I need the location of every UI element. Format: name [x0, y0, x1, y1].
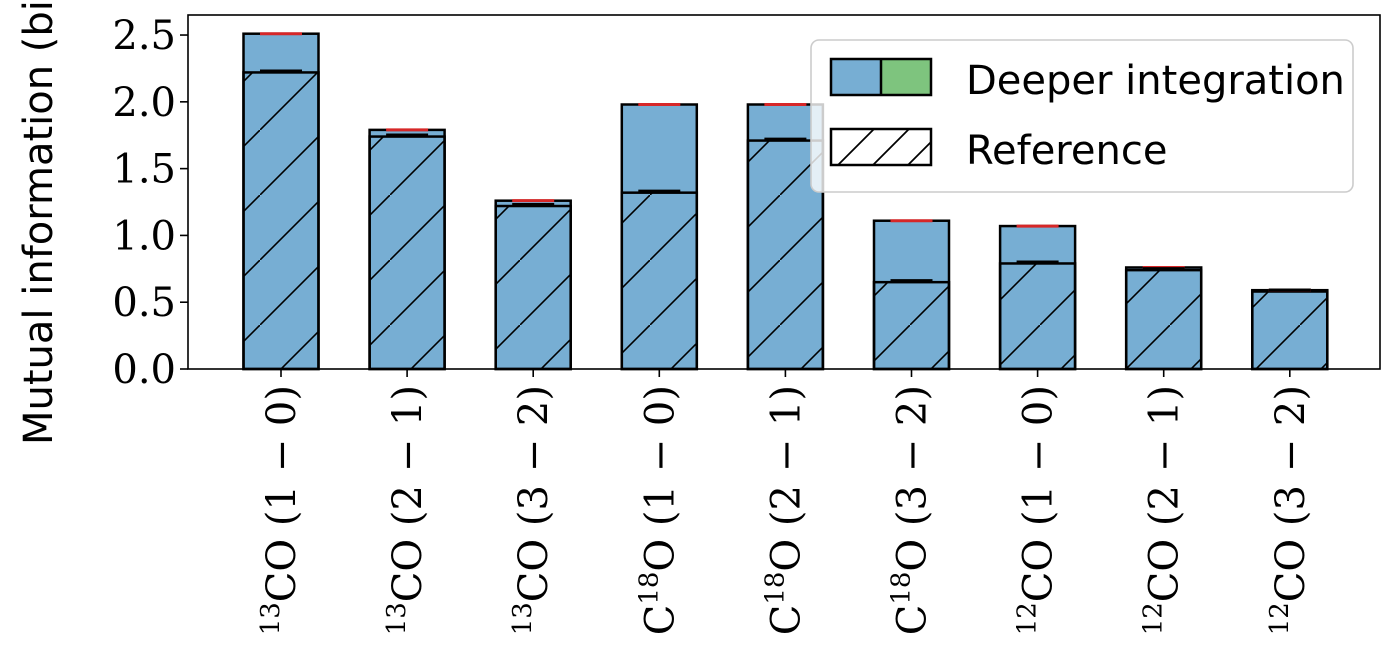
x-tick-label: 12CO (2 − 1)	[1139, 385, 1188, 635]
legend-swatch-deeper-blue	[831, 59, 881, 95]
legend-swatch-reference	[829, 127, 933, 167]
plot-frame	[187, 14, 1381, 370]
legend-hatch-line	[907, 141, 932, 166]
x-tick-label: C18O (3 − 2)	[887, 385, 936, 635]
axes-layer: 0.0 0.5 1.0 1.5 2.0 2.5 13CO (1 − 0) 13CO (2 − …	[112, 13, 1381, 635]
legend-label-deeper: Deeper integration	[966, 58, 1345, 104]
reference-bar	[872, 280, 951, 371]
x-tick-label: 13CO (1 − 0)	[256, 385, 305, 635]
y-tick-label: 0.0	[112, 347, 176, 393]
x-tick-label: 12CO (3 − 2)	[1265, 385, 1314, 635]
x-tick-label: 13CO (2 − 1)	[382, 385, 431, 635]
reference-bar	[368, 135, 446, 371]
x-tick-label: C18O (1 − 0)	[634, 385, 683, 635]
reference-bar	[1124, 268, 1203, 371]
y-tick-label: 1.0	[112, 213, 176, 259]
reference-bar	[242, 71, 320, 371]
legend-hatch-line	[837, 128, 875, 166]
legend-frame	[810, 39, 1354, 193]
legend: Deeper integration Reference	[810, 39, 1354, 193]
reference-bar	[998, 262, 1077, 371]
x-tick-label: 12CO (1 − 0)	[1013, 385, 1062, 635]
x-tick-label: 13CO (3 − 2)	[508, 385, 557, 635]
legend-label-reference: Reference	[966, 128, 1167, 174]
y-tick-label: 0.5	[112, 280, 176, 326]
reference-bar	[1251, 290, 1329, 371]
y-tick-label: 2.0	[112, 80, 176, 126]
reference-bar	[494, 204, 572, 371]
y-tick-label: 2.5	[112, 13, 176, 59]
legend-hatch-line	[872, 128, 910, 166]
reference-bar	[620, 191, 699, 371]
y-axis-label: Mutual information (bi	[16, 0, 62, 445]
x-tick-label: C18O (2 − 1)	[760, 385, 809, 635]
y-tick-label: 1.5	[112, 147, 176, 193]
legend-swatch-deeper-green	[881, 59, 931, 95]
